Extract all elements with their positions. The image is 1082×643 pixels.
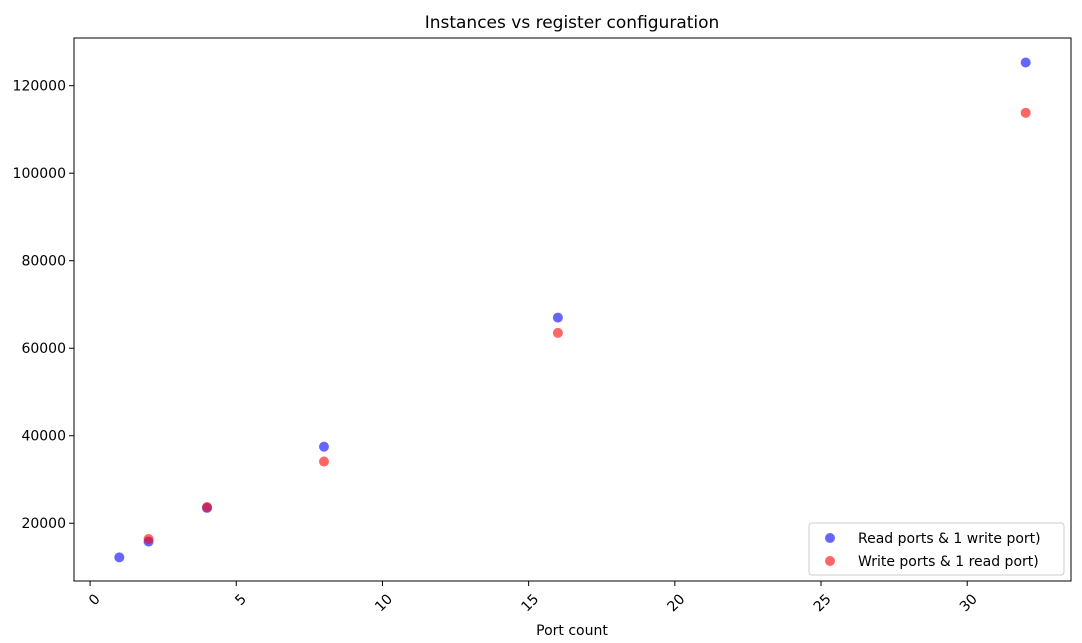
data-point-write-ports (202, 502, 213, 513)
legend-box (808, 522, 1065, 576)
y-tick-label: 60000 (21, 341, 66, 357)
y-axis: 20000 40000 60000 80000 100000 120000 (13, 79, 74, 532)
data-points (114, 57, 1031, 563)
data-point-read-ports (552, 312, 563, 323)
data-point-read-ports (114, 552, 125, 563)
data-point-read-ports (318, 441, 329, 452)
y-tick-label: 120000 (13, 79, 66, 95)
legend-label-read-ports: Read ports & 1 write port) (858, 531, 1041, 547)
y-tick-label: 100000 (13, 166, 66, 182)
legend-marker-write-ports (825, 556, 835, 566)
y-tick-label: 40000 (21, 429, 66, 445)
legend: Read ports & 1 write port) Write ports &… (808, 522, 1065, 576)
data-point-write-ports (143, 533, 154, 544)
x-axis-label: Port count (536, 623, 608, 639)
legend-label-write-ports: Write ports & 1 read port) (858, 554, 1039, 570)
data-point-write-ports (318, 456, 329, 467)
y-tick-label: 80000 (21, 254, 66, 270)
data-point-write-ports (1020, 107, 1031, 118)
legend-marker-read-ports (825, 533, 835, 543)
chart-title: Instances vs register configuration (425, 13, 720, 33)
data-point-read-ports (1020, 57, 1031, 68)
y-tick-label: 20000 (21, 516, 66, 532)
data-point-write-ports (552, 327, 563, 338)
plot-frame (73, 37, 1072, 582)
